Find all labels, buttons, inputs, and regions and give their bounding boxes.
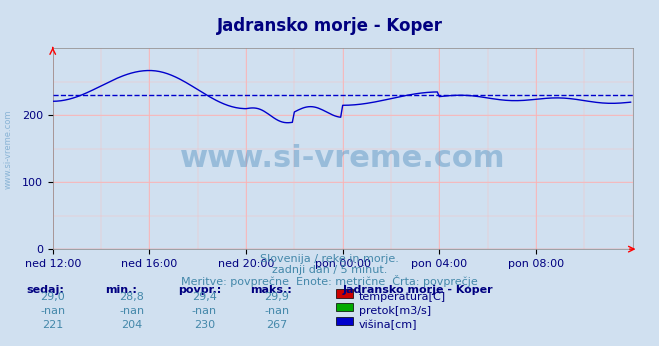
Text: 230: 230 [194, 320, 215, 330]
Text: -nan: -nan [40, 306, 65, 316]
Text: www.si-vreme.com: www.si-vreme.com [3, 109, 13, 189]
Text: pretok[m3/s]: pretok[m3/s] [359, 306, 431, 316]
Text: -nan: -nan [119, 306, 144, 316]
Text: temperatura[C]: temperatura[C] [359, 292, 446, 302]
Text: -nan: -nan [192, 306, 217, 316]
Text: 267: 267 [266, 320, 287, 330]
Text: 221: 221 [42, 320, 63, 330]
Text: -nan: -nan [264, 306, 289, 316]
Text: 28,8: 28,8 [119, 292, 144, 302]
Text: sedaj:: sedaj: [26, 285, 64, 295]
Text: Jadransko morje - Koper: Jadransko morje - Koper [217, 17, 442, 35]
Text: min.:: min.: [105, 285, 137, 295]
Text: Jadransko morje - Koper: Jadransko morje - Koper [343, 285, 494, 295]
Text: povpr.:: povpr.: [178, 285, 221, 295]
Text: maks.:: maks.: [250, 285, 292, 295]
Text: 29,4: 29,4 [192, 292, 217, 302]
Text: 29,9: 29,9 [264, 292, 289, 302]
Text: zadnji dan / 5 minut.: zadnji dan / 5 minut. [272, 265, 387, 275]
Text: višina[cm]: višina[cm] [359, 320, 418, 330]
Text: 29,0: 29,0 [40, 292, 65, 302]
Text: Meritve: povprečne  Enote: metrične  Črta: povprečje: Meritve: povprečne Enote: metrične Črta:… [181, 275, 478, 287]
Text: Slovenija / reke in morje.: Slovenija / reke in morje. [260, 254, 399, 264]
Text: 204: 204 [121, 320, 142, 330]
Text: www.si-vreme.com: www.si-vreme.com [180, 144, 505, 173]
